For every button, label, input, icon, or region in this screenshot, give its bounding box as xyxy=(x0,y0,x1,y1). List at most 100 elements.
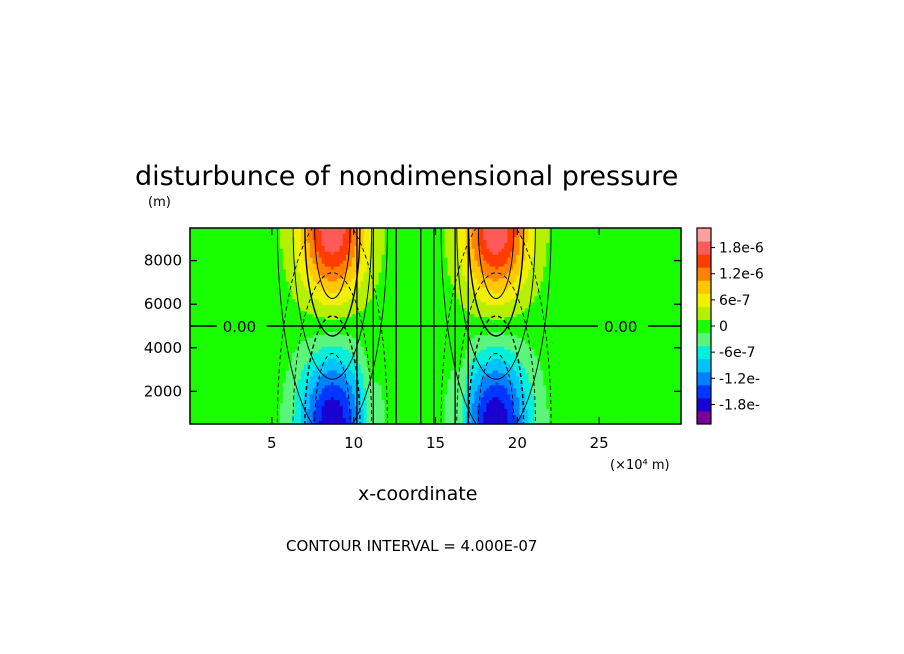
heatmap-cell xyxy=(210,275,215,280)
heatmap-cell xyxy=(360,248,365,253)
contour-plot-area xyxy=(190,228,681,424)
heatmap-cell xyxy=(501,266,505,271)
heatmap-cell xyxy=(663,275,667,280)
heatmap-cell xyxy=(465,239,470,244)
heatmap-cell xyxy=(609,236,613,241)
heatmap-cell xyxy=(552,269,556,274)
heatmap-cell xyxy=(585,242,589,247)
heatmap-cell xyxy=(300,266,305,271)
heatmap-cell xyxy=(543,254,547,259)
heatmap-cell xyxy=(210,266,215,271)
heatmap-cell xyxy=(375,260,380,265)
heatmap-cell xyxy=(264,269,269,274)
heatmap-cell xyxy=(360,275,365,280)
heatmap-cell xyxy=(537,266,541,271)
heatmap-cell xyxy=(540,275,544,280)
heatmap-cell xyxy=(291,269,296,274)
heatmap-cell xyxy=(528,245,532,250)
heatmap-cell xyxy=(603,236,607,241)
heatmap-cell xyxy=(498,233,502,238)
heatmap-cell xyxy=(546,275,550,280)
heatmap-cell xyxy=(498,236,502,241)
heatmap-cell xyxy=(231,254,236,259)
heatmap-cell xyxy=(591,263,595,268)
heatmap-cell xyxy=(570,275,574,280)
heatmap-cell xyxy=(459,269,464,274)
heatmap-cell xyxy=(252,236,257,241)
heatmap-cell xyxy=(534,248,538,253)
heatmap-cell xyxy=(507,242,511,247)
heatmap-cell xyxy=(363,269,368,274)
heatmap-cell xyxy=(435,236,440,241)
heatmap-cell xyxy=(237,239,242,244)
heatmap-cell xyxy=(492,228,496,232)
heatmap-cell xyxy=(315,230,320,235)
heatmap-cell xyxy=(447,275,452,280)
heatmap-cell xyxy=(315,236,320,241)
heatmap-cell xyxy=(309,266,314,271)
heatmap-cell xyxy=(642,254,646,259)
heatmap-cell xyxy=(513,236,517,241)
heatmap-cell xyxy=(258,242,263,247)
heatmap-cell xyxy=(597,248,601,253)
heatmap-cell xyxy=(384,239,389,244)
heatmap-cell xyxy=(210,233,215,238)
heatmap-cell xyxy=(273,257,278,262)
heatmap-cell xyxy=(597,266,601,271)
heatmap-cell xyxy=(672,242,676,247)
heatmap-cell xyxy=(435,260,440,265)
heatmap-cell xyxy=(516,272,520,277)
heatmap-cell xyxy=(396,254,401,259)
heatmap-cell xyxy=(516,263,520,268)
heatmap-cell xyxy=(654,233,658,238)
heatmap-cell xyxy=(450,228,455,232)
heatmap-cell xyxy=(489,266,493,271)
heatmap-cell xyxy=(678,260,681,265)
heatmap-cell xyxy=(570,236,574,241)
heatmap-cell xyxy=(342,236,347,241)
heatmap-cell xyxy=(495,254,499,259)
heatmap-cell xyxy=(486,236,490,241)
heatmap-cell xyxy=(657,233,661,238)
heatmap-cell xyxy=(633,228,637,232)
heatmap-cell xyxy=(486,263,490,268)
heatmap-cell xyxy=(663,269,667,274)
heatmap-cell xyxy=(642,239,646,244)
heatmap-cell xyxy=(471,263,476,268)
heatmap-cell xyxy=(639,251,643,256)
heatmap-cell xyxy=(636,228,640,232)
heatmap-cell xyxy=(321,272,326,277)
heatmap-cell xyxy=(618,248,622,253)
heatmap-cell xyxy=(190,242,194,247)
heatmap-cell xyxy=(495,233,499,238)
heatmap-cell xyxy=(279,248,284,253)
heatmap-cell xyxy=(636,269,640,274)
heatmap-cell xyxy=(567,275,571,280)
heatmap-cell xyxy=(190,260,194,265)
heatmap-cell xyxy=(273,251,278,256)
heatmap-cell xyxy=(540,245,544,250)
heatmap-cell xyxy=(309,251,314,256)
heatmap-cell xyxy=(315,275,320,280)
heatmap-cell xyxy=(360,263,365,268)
heatmap-cell xyxy=(363,266,368,271)
heatmap-cell xyxy=(492,230,496,235)
heatmap-cell xyxy=(471,233,476,238)
heatmap-cell xyxy=(210,272,215,277)
heatmap-cell xyxy=(429,263,434,268)
heatmap-cell xyxy=(504,228,508,232)
heatmap-cell xyxy=(573,242,577,247)
heatmap-cell xyxy=(609,266,613,271)
heatmap-cell xyxy=(300,248,305,253)
heatmap-cell xyxy=(558,263,562,268)
heatmap-cell xyxy=(639,272,643,277)
heatmap-cell xyxy=(597,263,601,268)
heatmap-cell xyxy=(405,239,410,244)
heatmap-cell xyxy=(591,233,595,238)
heatmap-cell xyxy=(198,248,203,253)
heatmap-cell xyxy=(336,233,341,238)
heatmap-cell xyxy=(639,228,643,232)
heatmap-cell xyxy=(282,257,287,262)
heatmap-cell xyxy=(279,230,284,235)
heatmap-cell xyxy=(375,230,380,235)
